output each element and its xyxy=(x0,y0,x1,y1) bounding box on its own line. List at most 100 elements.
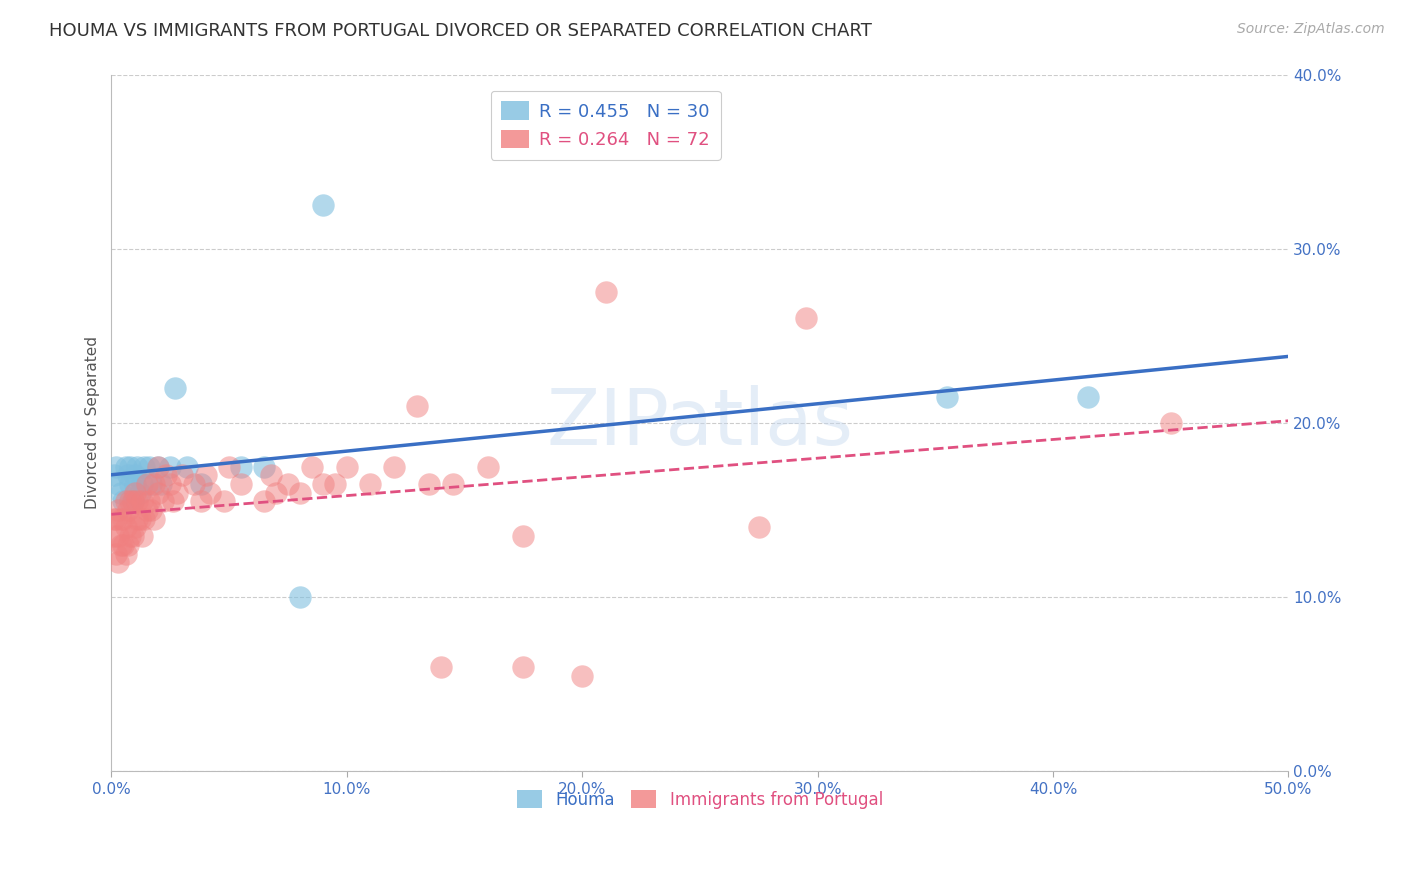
Point xyxy=(936,390,959,404)
Point xyxy=(149,477,172,491)
Point xyxy=(166,485,188,500)
Point xyxy=(107,529,129,543)
Point xyxy=(512,529,534,543)
Legend: Houma, Immigrants from Portugal: Houma, Immigrants from Portugal xyxy=(510,784,890,815)
Point xyxy=(571,668,593,682)
Point xyxy=(170,468,193,483)
Point xyxy=(124,477,146,491)
Point xyxy=(323,477,346,491)
Text: ZIPatlas: ZIPatlas xyxy=(547,385,853,461)
Y-axis label: Divorced or Separated: Divorced or Separated xyxy=(86,336,100,509)
Point xyxy=(120,459,142,474)
Point xyxy=(124,468,146,483)
Point xyxy=(141,477,163,491)
Point xyxy=(264,485,287,500)
Point xyxy=(301,459,323,474)
Point xyxy=(110,512,132,526)
Point xyxy=(159,459,181,474)
Point xyxy=(406,399,429,413)
Point xyxy=(114,547,136,561)
Point xyxy=(131,529,153,543)
Point xyxy=(134,512,156,526)
Point xyxy=(277,477,299,491)
Text: Source: ZipAtlas.com: Source: ZipAtlas.com xyxy=(1237,22,1385,37)
Point xyxy=(163,381,186,395)
Point xyxy=(162,494,184,508)
Point xyxy=(105,459,128,474)
Point xyxy=(114,520,136,534)
Point xyxy=(103,512,125,526)
Point xyxy=(135,477,157,491)
Point xyxy=(336,459,359,474)
Point xyxy=(114,494,136,508)
Point xyxy=(183,477,205,491)
Point xyxy=(512,660,534,674)
Point xyxy=(103,468,125,483)
Point xyxy=(229,459,252,474)
Point xyxy=(194,468,217,483)
Point xyxy=(121,529,143,543)
Point xyxy=(229,477,252,491)
Point xyxy=(142,512,165,526)
Point xyxy=(141,503,163,517)
Point xyxy=(430,660,453,674)
Point xyxy=(748,520,770,534)
Point xyxy=(1160,416,1182,430)
Point xyxy=(131,494,153,508)
Point xyxy=(190,494,212,508)
Point xyxy=(127,512,149,526)
Point xyxy=(105,512,128,526)
Point xyxy=(107,503,129,517)
Point xyxy=(253,459,276,474)
Point xyxy=(128,485,150,500)
Point xyxy=(382,459,405,474)
Point xyxy=(260,468,283,483)
Point xyxy=(127,459,149,474)
Point xyxy=(794,311,817,326)
Point xyxy=(288,590,311,604)
Point xyxy=(107,555,129,569)
Point xyxy=(190,477,212,491)
Point xyxy=(120,477,142,491)
Point xyxy=(112,512,135,526)
Point xyxy=(595,285,617,300)
Text: HOUMA VS IMMIGRANTS FROM PORTUGAL DIVORCED OR SEPARATED CORRELATION CHART: HOUMA VS IMMIGRANTS FROM PORTUGAL DIVORC… xyxy=(49,22,872,40)
Point xyxy=(1077,390,1099,404)
Point xyxy=(142,477,165,491)
Point xyxy=(128,512,150,526)
Point xyxy=(159,477,181,491)
Point xyxy=(135,503,157,517)
Point xyxy=(288,485,311,500)
Point xyxy=(114,459,136,474)
Point xyxy=(124,485,146,500)
Point xyxy=(120,529,142,543)
Point xyxy=(117,538,139,552)
Point xyxy=(117,468,139,483)
Point xyxy=(120,494,142,508)
Point xyxy=(105,547,128,561)
Point xyxy=(253,494,276,508)
Point xyxy=(127,494,149,508)
Point xyxy=(312,477,335,491)
Point xyxy=(112,538,135,552)
Point xyxy=(155,468,177,483)
Point xyxy=(148,459,170,474)
Point xyxy=(176,459,198,474)
Point xyxy=(124,520,146,534)
Point xyxy=(200,485,222,500)
Point xyxy=(218,459,240,474)
Point xyxy=(112,494,135,508)
Point xyxy=(110,485,132,500)
Point xyxy=(152,494,174,508)
Point xyxy=(359,477,381,491)
Point xyxy=(103,529,125,543)
Point xyxy=(138,494,160,508)
Point xyxy=(121,494,143,508)
Point xyxy=(110,538,132,552)
Point xyxy=(148,459,170,474)
Point xyxy=(134,459,156,474)
Point xyxy=(214,494,236,508)
Point xyxy=(107,477,129,491)
Point xyxy=(477,459,499,474)
Point xyxy=(117,503,139,517)
